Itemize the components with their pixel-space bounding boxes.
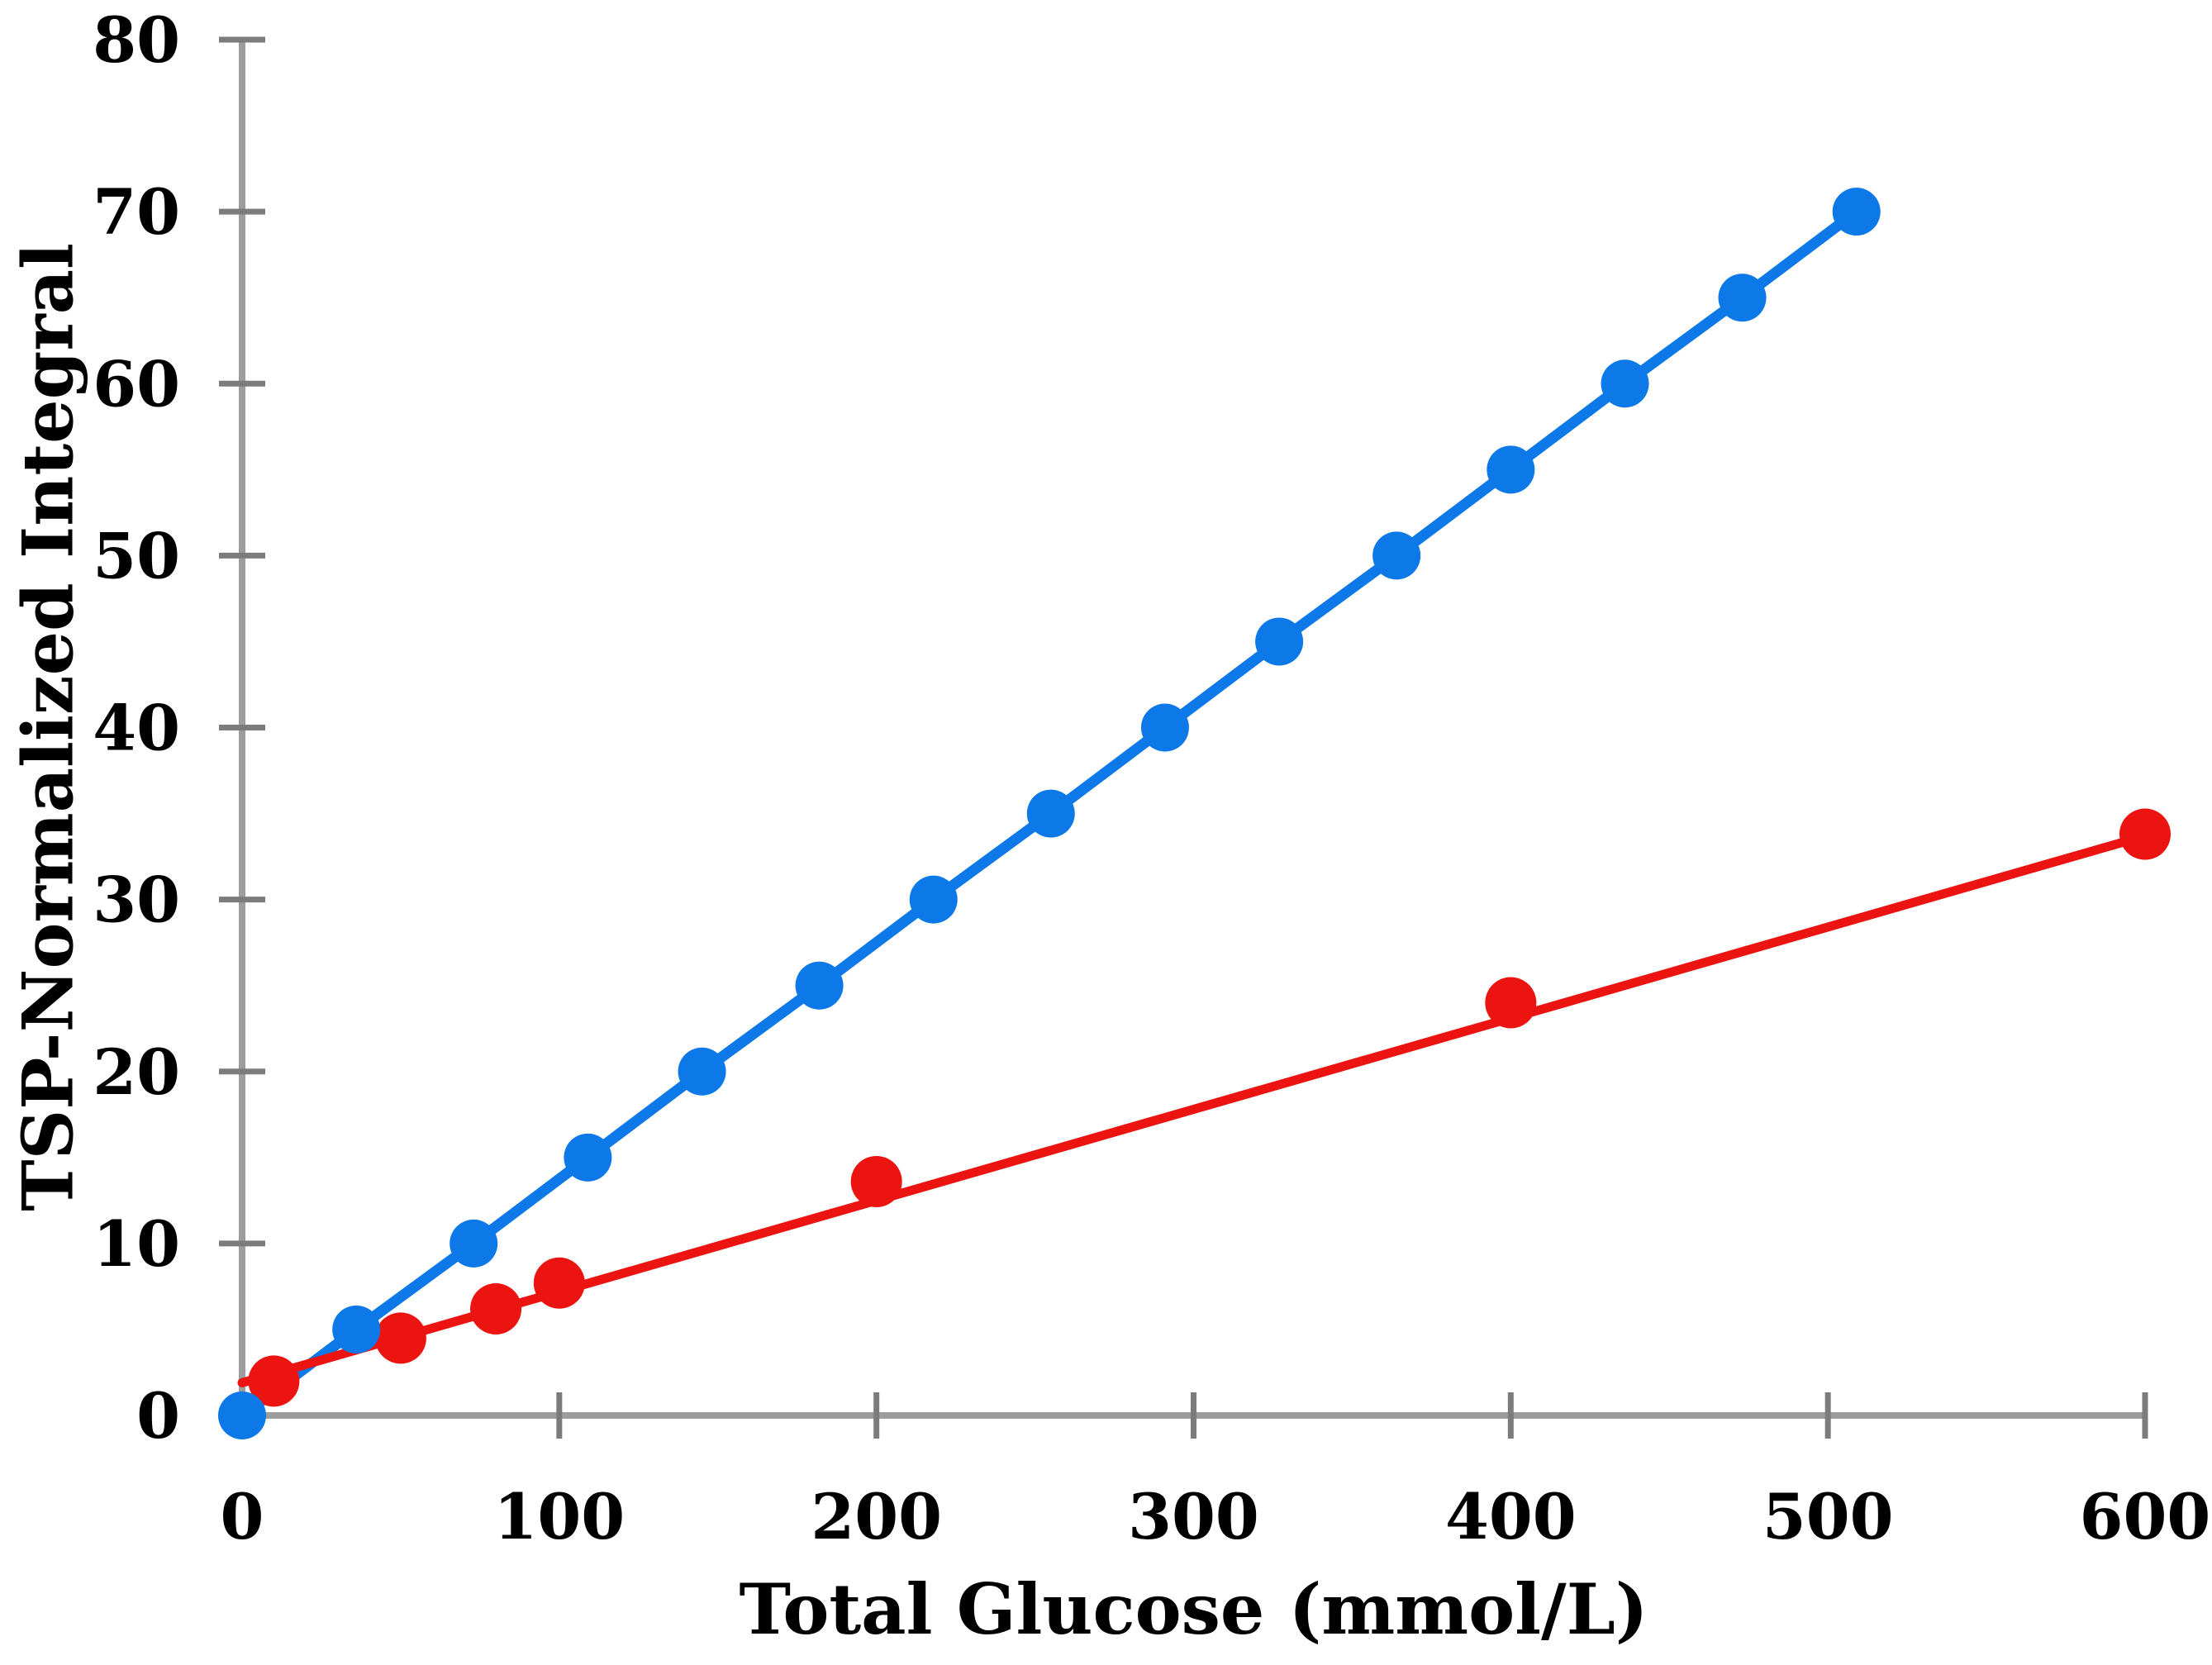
y-tick-label: 20 — [93, 1035, 180, 1109]
x-axis-title: Total Glucose (mmol/L) — [739, 1568, 1648, 1650]
y-tick-label: 40 — [93, 692, 180, 765]
blue-series-point — [1372, 531, 1421, 580]
red-series-point — [470, 1282, 522, 1334]
x-tick-label: 400 — [1445, 1480, 1577, 1553]
y-tick-label: 60 — [93, 347, 180, 421]
x-tick-label: 0 — [221, 1480, 264, 1553]
y-tick-label: 10 — [93, 1207, 180, 1281]
blue-series-point — [1026, 789, 1075, 838]
blue-series-point — [332, 1305, 381, 1353]
blue-series-point — [795, 961, 844, 1010]
x-tick-label: 300 — [1128, 1480, 1259, 1553]
y-tick-label: 0 — [136, 1379, 180, 1453]
x-tick-label: 500 — [1762, 1480, 1894, 1553]
red-series-point — [248, 1355, 300, 1407]
x-tick-label: 600 — [2080, 1480, 2211, 1553]
blue-series-point — [564, 1133, 612, 1182]
blue-series-point — [1140, 703, 1189, 752]
x-tick-label: 200 — [811, 1480, 942, 1553]
red-series-point — [374, 1312, 426, 1364]
blue-series-point — [678, 1047, 726, 1096]
red-series-trendline — [237, 831, 2150, 1387]
red-series-point — [2119, 808, 2171, 860]
y-tick-label: 50 — [93, 519, 180, 592]
blue-series-point — [909, 875, 958, 924]
blue-series-point — [1601, 359, 1649, 408]
x-tick-label: 100 — [494, 1480, 626, 1553]
y-tick-label: 70 — [93, 175, 180, 249]
y-tick-label: 80 — [93, 3, 180, 77]
red-series-point — [1485, 977, 1537, 1029]
y-axis-title: TSP-Normalized Integral — [7, 243, 89, 1211]
red-series-point — [850, 1155, 902, 1207]
blue-series-point — [1832, 188, 1881, 236]
blue-series-point — [450, 1219, 498, 1268]
blue-series-point — [1255, 617, 1304, 666]
y-tick-label: 30 — [93, 863, 180, 937]
blue-series-point — [1487, 445, 1535, 494]
blue-series-point — [218, 1391, 266, 1439]
red-series-point — [533, 1257, 585, 1309]
blue-series-point — [1718, 274, 1767, 322]
